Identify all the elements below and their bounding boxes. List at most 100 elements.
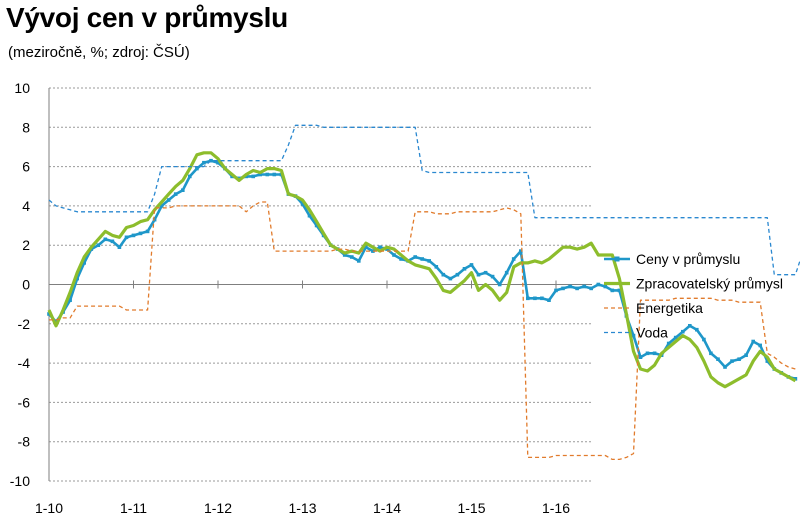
series-marker (342, 253, 347, 257)
series-marker (75, 276, 79, 281)
series-marker (462, 267, 467, 271)
series-marker (181, 188, 185, 192)
series-marker (476, 272, 481, 277)
series-marker (272, 172, 277, 177)
series-marker (159, 204, 164, 208)
x-tick-label: 1-11 (120, 500, 147, 516)
series-marker (758, 343, 762, 348)
series-lines (47, 124, 800, 461)
y-tick-label: 0 (22, 277, 30, 293)
series-marker (117, 245, 122, 249)
series-marker (378, 245, 382, 249)
y-tick-label: -2 (18, 316, 31, 332)
series-marker (582, 284, 586, 289)
y-tick-label: 6 (22, 159, 30, 175)
series-marker (47, 312, 51, 316)
chart-title: Vývoj cen v průmyslu (6, 2, 288, 33)
series-marker (350, 255, 354, 259)
series-marker (540, 296, 544, 301)
series-marker (519, 249, 523, 253)
series-marker (652, 351, 657, 356)
chart-subtitle: (meziročně, %; zdroj: ČSÚ) (8, 44, 190, 61)
y-tick-label: 8 (22, 119, 30, 135)
series-marker (251, 174, 255, 179)
series-marker (561, 286, 565, 291)
series-marker (441, 272, 446, 277)
series-marker (54, 320, 58, 324)
series-marker (124, 235, 129, 240)
series-marker (681, 329, 685, 334)
series-marker (202, 160, 206, 165)
series-marker (695, 327, 699, 332)
x-tick-label: 1-15 (457, 500, 485, 516)
series-marker (216, 160, 220, 165)
series-marker (413, 255, 417, 259)
series-marker (666, 341, 671, 346)
series-marker (455, 272, 460, 277)
series-marker (195, 166, 199, 171)
series-marker (427, 259, 431, 263)
legend-label: Energetika (636, 300, 703, 316)
y-axis-tick-labels: -10 -8 -6 -4 -2 0 2 4 6 8 10 (10, 80, 30, 489)
series-marker (209, 158, 213, 163)
series-marker (526, 296, 530, 301)
series-marker (152, 217, 157, 222)
series-marker (568, 284, 572, 289)
series-marker (385, 247, 389, 251)
series-marker (575, 286, 579, 291)
x-tick-label: 1-14 (373, 500, 401, 516)
y-tick-label: -10 (10, 473, 30, 489)
series-marker (307, 213, 312, 218)
series-marker (688, 324, 692, 328)
series-marker (371, 249, 375, 253)
series-marker (490, 274, 495, 279)
series-marker (258, 172, 262, 177)
series-marker (673, 335, 678, 340)
legend-label: Zpracovatelský průmysl (636, 276, 783, 292)
series-marker (145, 229, 150, 234)
series-marker (603, 284, 608, 289)
x-tick-label: 1-13 (288, 500, 316, 516)
series-marker (131, 233, 136, 238)
series-marker (631, 333, 636, 338)
series-marker (744, 353, 748, 357)
legend-label: Voda (636, 325, 668, 341)
series-marker (110, 239, 115, 244)
series-marker (103, 237, 108, 242)
series-marker (483, 270, 488, 275)
series-marker (188, 174, 192, 179)
legend-marker (614, 256, 620, 262)
series-marker (547, 298, 551, 302)
series-line (48, 124, 800, 276)
series-marker (314, 223, 319, 228)
y-tick-label: 10 (14, 80, 30, 96)
series-marker (448, 276, 453, 281)
series-marker (533, 296, 537, 301)
series-marker (610, 288, 615, 293)
series-marker (420, 257, 424, 261)
y-tick-label: 2 (22, 237, 30, 253)
series-marker (166, 198, 171, 202)
series-marker (645, 351, 650, 356)
y-tick-label: -8 (18, 434, 31, 450)
series-marker (511, 257, 516, 261)
gridlines (49, 87, 592, 482)
series-line (49, 201, 796, 461)
series-marker (138, 231, 143, 236)
series-marker (793, 377, 798, 381)
series-marker (399, 257, 403, 261)
x-tick-label: 1-12 (204, 500, 232, 516)
y-tick-label: 4 (22, 198, 30, 214)
series-marker (504, 270, 509, 275)
series-marker (265, 172, 270, 177)
series-marker (765, 359, 770, 363)
series-marker (82, 261, 86, 265)
series-marker (497, 282, 502, 287)
series-marker (68, 298, 72, 302)
x-tick-label: 1-16 (542, 500, 570, 516)
series-marker (96, 243, 101, 247)
x-axis-tick-labels: 1-10 1-11 1-12 1-13 1-14 1-15 1-16 (35, 500, 570, 516)
legend: Ceny v průmyslu Zpracovatelský průmysl Ene… (604, 251, 783, 341)
series-marker (737, 357, 741, 361)
